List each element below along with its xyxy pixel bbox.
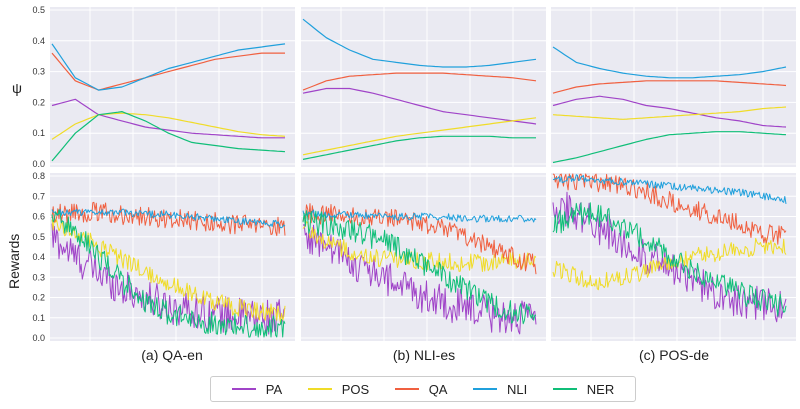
plot-background xyxy=(50,7,295,167)
panel-psi-2 xyxy=(551,7,796,167)
caption-c: (c) POS-de xyxy=(639,347,709,363)
series-line-pos xyxy=(51,112,286,140)
psi-axis-label: ψ xyxy=(12,80,22,96)
legend-label-ner: NER xyxy=(586,381,615,397)
legend-swatch-ner xyxy=(552,388,577,390)
series-line-pos xyxy=(552,106,787,120)
series-line-qa xyxy=(51,52,285,91)
caption-a: (a) QA-en xyxy=(141,347,202,363)
y-tick-label: 0.0 xyxy=(32,333,45,343)
series-line-ner xyxy=(552,131,787,164)
panel-rewards-2 xyxy=(551,173,796,341)
series-line-pos xyxy=(552,237,787,291)
y-tick-label: 0.4 xyxy=(32,252,45,262)
legend-label-nli: NLI xyxy=(507,381,528,397)
legend-swatch-nli xyxy=(473,388,498,390)
y-tick-label: 0.5 xyxy=(32,5,45,15)
series-line-qa xyxy=(302,72,537,91)
legend-item-pos: POS xyxy=(307,381,370,397)
series-line-ner xyxy=(302,135,536,160)
y-tick-label: 0.7 xyxy=(32,191,45,201)
panel-rewards-0 xyxy=(50,173,295,341)
legend-item-qa: QA xyxy=(394,381,448,397)
legend-item-nli: NLI xyxy=(473,382,527,397)
series-line-ner xyxy=(51,209,286,338)
series-line-nli xyxy=(552,174,787,204)
series-line-pos xyxy=(51,216,286,323)
series-line-pa xyxy=(302,87,537,125)
y-tick-label: 0.3 xyxy=(32,67,45,77)
series-line-pa xyxy=(51,98,285,139)
y-tick-label: 0.5 xyxy=(32,232,45,242)
plot-background xyxy=(301,7,546,167)
y-tick-label: 0.1 xyxy=(32,128,45,138)
y-tick-label: 0.1 xyxy=(32,313,45,323)
plot-background xyxy=(551,7,796,167)
series-line-qa xyxy=(552,173,787,245)
series-line-qa xyxy=(552,80,787,94)
panel-psi-1 xyxy=(301,7,546,167)
series-line-pos xyxy=(302,117,537,156)
figure: 0.0 0.1 0.2 0.3 0.4 0.5 0.0 0.1 0.2 0.3 0.4 0.5 0.6 0… xyxy=(6,5,796,363)
series-line-pa xyxy=(552,95,787,128)
legend-swatch-pos xyxy=(307,388,332,390)
panel-rewards-1 xyxy=(301,173,546,341)
legend-swatch-pa xyxy=(231,388,256,390)
panel-psi-0 xyxy=(50,7,295,167)
y-tick-label: 0.2 xyxy=(32,97,45,107)
series-line-ner xyxy=(51,111,286,162)
legend-item-ner: NER xyxy=(552,381,615,397)
series-line-nli xyxy=(552,46,787,79)
rewards-axis-label: Rewards xyxy=(6,234,22,289)
series-line-nli xyxy=(51,208,286,229)
legend-label-qa: QA xyxy=(428,381,448,397)
y-tick-label: 0.6 xyxy=(32,212,45,222)
legend-swatch-qa xyxy=(394,388,419,390)
y-tick-label: 0.2 xyxy=(32,293,45,303)
series-line-nli xyxy=(302,18,537,68)
y-tick-label: 0.3 xyxy=(32,272,45,282)
y-tick-label: 0.4 xyxy=(32,36,45,46)
caption-b: (b) NLI-es xyxy=(393,347,455,363)
legend-item-pa: PA xyxy=(231,381,283,397)
legend-label-pa: PA xyxy=(265,381,283,397)
legend: PA POS QA NLI NER xyxy=(210,376,636,402)
series-line-nli xyxy=(51,43,286,91)
legend-label-pos: POS xyxy=(341,381,370,397)
series-line-nli xyxy=(302,209,537,223)
y-tick-label: 0.0 xyxy=(32,159,45,169)
series-line-ner xyxy=(552,202,787,317)
series-line-pos xyxy=(302,221,537,272)
series-line-ner xyxy=(302,210,536,325)
series-line-qa xyxy=(302,203,537,275)
y-tick-label: 0.8 xyxy=(32,171,45,181)
